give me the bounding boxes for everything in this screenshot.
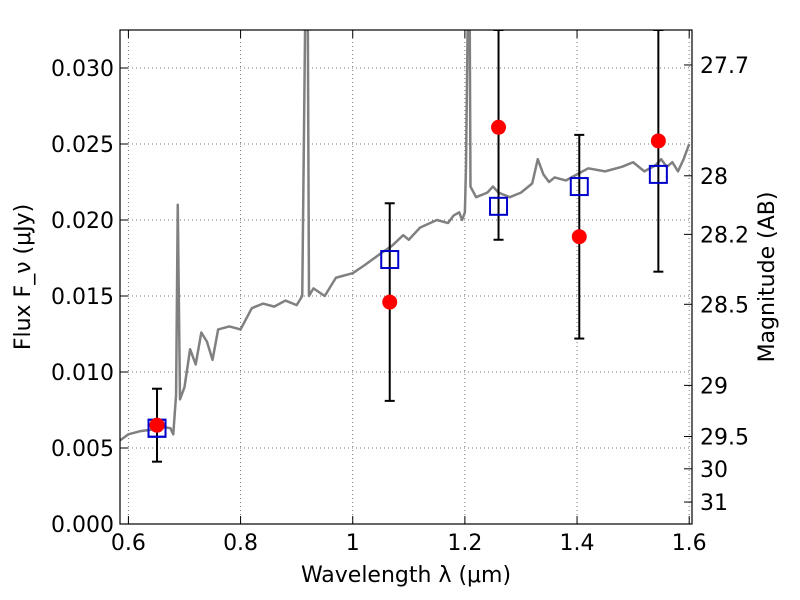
error-bars bbox=[152, 30, 664, 463]
x-tick-label: 1.4 bbox=[560, 531, 595, 556]
y-axis-ticks: 0.000 0.005 0.010 0.015 0.020 0.025 0.030 bbox=[51, 57, 128, 538]
x-tick-label: 0.8 bbox=[223, 531, 258, 556]
y-tick-label: 0.010 bbox=[51, 361, 114, 386]
magnitude-tick-label: 30 bbox=[700, 458, 728, 483]
x-axis-title: Wavelength λ (μm) bbox=[301, 563, 511, 588]
observed-point bbox=[149, 417, 165, 433]
model-box bbox=[648, 164, 668, 184]
plot-frame bbox=[119, 29, 693, 525]
magnitude-tick-label: 27.7 bbox=[700, 54, 749, 79]
observed-point bbox=[491, 119, 507, 135]
grid bbox=[120, 30, 692, 525]
observed-point bbox=[650, 133, 666, 149]
magnitude-tick-label: 28 bbox=[700, 165, 728, 190]
magnitude-tick-label: 29 bbox=[700, 374, 728, 399]
x-axis-ticks: 0.6 0.8 1 1.2 1.4 1.6 bbox=[111, 30, 707, 556]
y-tick-label: 0.020 bbox=[51, 209, 114, 234]
magnitude-tick-label: 29.5 bbox=[700, 426, 749, 451]
observed-point bbox=[571, 229, 587, 245]
model-box bbox=[569, 177, 589, 197]
observed-photometry-points bbox=[149, 119, 666, 433]
model-photometry-boxes bbox=[147, 164, 668, 438]
x-tick-label: 1.6 bbox=[672, 531, 707, 556]
magnitude-axis-ticks: 27.7 28 28.2 28.5 29 29.5 30 31 bbox=[684, 54, 749, 516]
observed-point bbox=[382, 294, 398, 310]
y-tick-label: 0.025 bbox=[51, 133, 114, 158]
x-tick-label: 1.2 bbox=[447, 531, 482, 556]
y-tick-label: 0.015 bbox=[51, 285, 114, 310]
y-tick-label: 0.030 bbox=[51, 57, 114, 82]
plot-area bbox=[120, 30, 691, 463]
y-tick-label: 0.005 bbox=[51, 437, 114, 462]
model-box bbox=[489, 196, 509, 216]
x-tick-label: 1 bbox=[346, 531, 360, 556]
model-spectrum-line bbox=[120, 30, 691, 442]
y-axis-title: Flux F_ν (μJy) bbox=[11, 204, 36, 350]
magnitude-tick-label: 31 bbox=[700, 491, 728, 516]
magnitude-tick-label: 28.2 bbox=[700, 223, 749, 248]
y-tick-label: 0.000 bbox=[51, 513, 114, 538]
magnitude-axis-title: Magnitude (AB) bbox=[755, 192, 780, 363]
x-tick-label: 0.6 bbox=[111, 531, 146, 556]
magnitude-tick-label: 28.5 bbox=[700, 293, 749, 318]
model-box bbox=[380, 250, 400, 270]
